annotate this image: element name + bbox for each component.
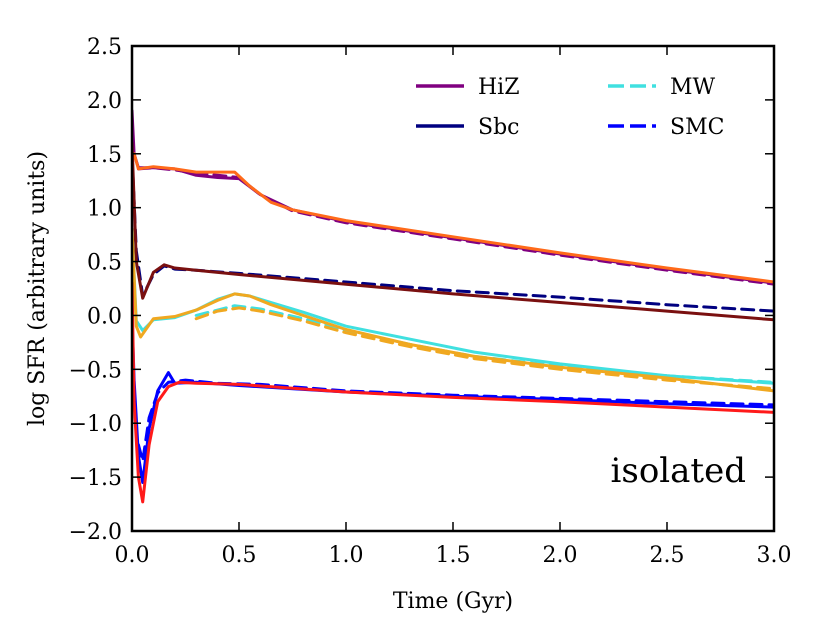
x-tick-label: 0.0	[115, 543, 150, 568]
series-line-mw-6	[194, 304, 774, 384]
x-tick-label: 2.5	[650, 543, 685, 568]
y-tick-label: −1.5	[69, 466, 122, 491]
y-tick-label: 0.0	[87, 304, 122, 329]
y-tick-label: 1.5	[87, 143, 122, 168]
x-axis-label: Time (Gyr)	[393, 589, 513, 614]
series-layer	[132, 109, 774, 504]
x-tick-label: 1.0	[329, 543, 364, 568]
y-tick-label: −1.0	[69, 412, 122, 437]
ticks-layer: 0.0 0.5 1.0 1.5 2.0 2.5 3.0 −2.0 −1.5 −1.0 −0.5 0.0…	[69, 35, 792, 568]
series-line-mw-7	[132, 227, 774, 393]
legend-label-hiz: HiZ	[478, 75, 520, 100]
series-line-mw-8	[194, 306, 774, 391]
series-line-sbc-4	[132, 141, 774, 322]
y-tick-label: 2.5	[87, 35, 122, 60]
y-tick-label: 1.0	[87, 197, 122, 222]
x-tick-label: 3.0	[757, 543, 792, 568]
legend-label-smc: SMC	[670, 115, 724, 140]
series-line-hiz-2	[132, 152, 774, 284]
series-line-hiz-1	[136, 166, 774, 286]
legend-label-sbc: Sbc	[478, 115, 519, 140]
y-tick-label: 0.5	[87, 251, 122, 276]
y-tick-label: −0.5	[69, 358, 122, 383]
series-line-smc-11	[132, 281, 774, 504]
annotation-isolated: isolated	[611, 451, 747, 491]
series-line-smc-10	[136, 378, 774, 463]
y-axis-label: log SFR (arbitrary units)	[25, 151, 50, 426]
legend: HiZ MW Sbc SMC	[416, 75, 724, 140]
y-tick-label: 2.0	[87, 89, 122, 114]
y-tick-label: −2.0	[69, 520, 122, 545]
x-tick-label: 1.5	[436, 543, 471, 568]
x-tick-label: 2.0	[543, 543, 578, 568]
x-tick-label: 0.5	[222, 543, 257, 568]
legend-label-mw: MW	[670, 75, 716, 100]
